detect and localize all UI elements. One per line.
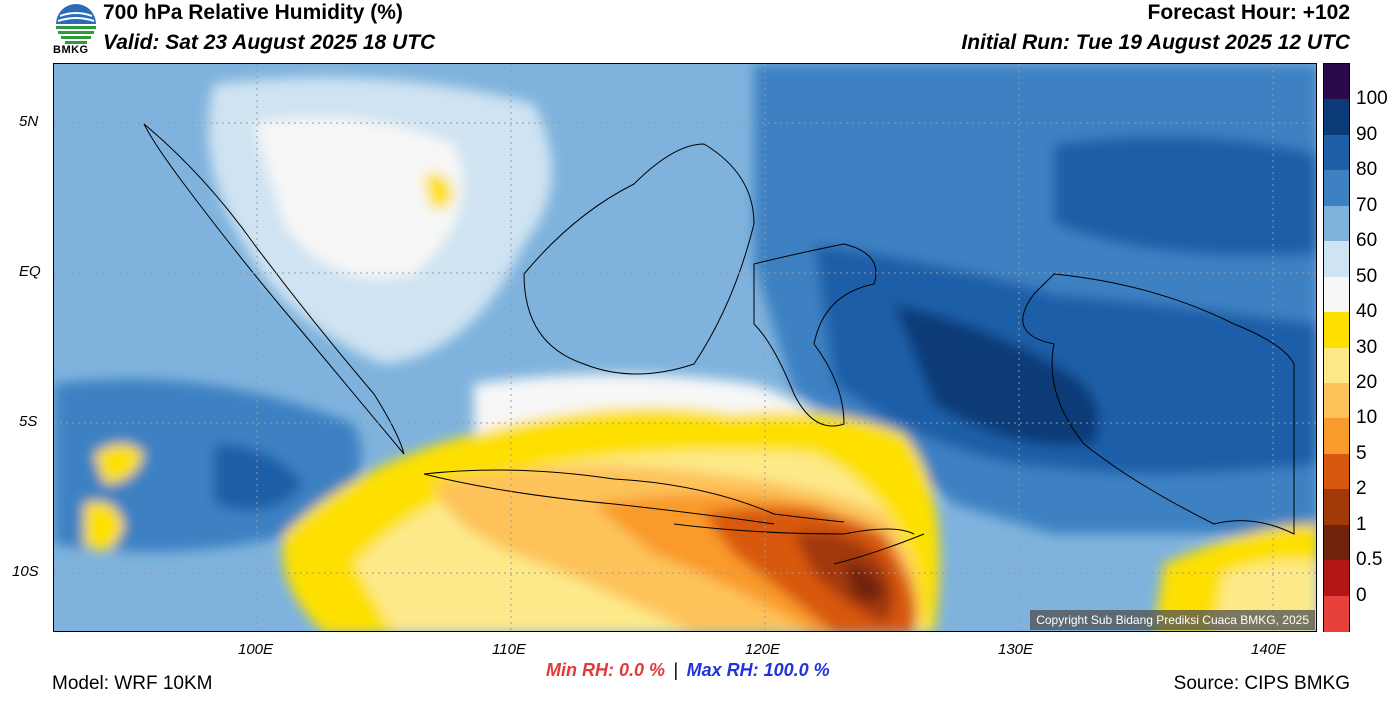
colorbar-segment [1324, 64, 1349, 100]
colorbar-label: 10 [1356, 407, 1378, 429]
humidity-map: Copyright Sub Bidang Prediksi Cuaca BMKG… [53, 63, 1317, 632]
lon-label-110e: 110E [492, 641, 526, 658]
colorbar-label: 2 [1356, 478, 1367, 500]
stats-separator: | [673, 660, 679, 680]
colorbar-segment [1324, 418, 1349, 455]
humidity-field [54, 64, 1316, 631]
min-rh: Min RH: 0.0 % [546, 660, 666, 680]
colorbar-segment [1324, 560, 1349, 597]
colorbar-label: 80 [1356, 159, 1378, 181]
colorbar-segment [1324, 382, 1349, 419]
initial-run: Initial Run: Tue 19 August 2025 12 UTC [961, 31, 1350, 54]
lon-label-100e: 100E [238, 641, 274, 658]
colorbar-label: 1 [1356, 513, 1367, 535]
lat-label-eq: EQ [19, 263, 41, 280]
valid-time: Valid: Sat 23 August 2025 18 UTC [103, 31, 436, 54]
colorbar-label: 30 [1356, 336, 1378, 358]
logo-text: BMKG [53, 44, 89, 56]
model-label: Model: WRF 10KM [52, 673, 213, 694]
colorbar-segment [1324, 241, 1349, 278]
colorbar-segment [1324, 312, 1349, 348]
colorbar-segment [1324, 524, 1349, 561]
map-title: 700 hPa Relative Humidity (%) [103, 1, 403, 24]
colorbar-label: 20 [1356, 371, 1378, 393]
colorbar-segment [1324, 595, 1349, 632]
colorbar-segment [1324, 453, 1349, 490]
max-rh: Max RH: 100.0 % [686, 660, 830, 680]
forecast-hour: Forecast Hour: +102 [1147, 1, 1351, 24]
rh-stats: Min RH: 0.0 % | Max RH: 100.0 % [546, 660, 830, 681]
colorbar-segment [1324, 99, 1349, 136]
colorbar-label: 40 [1356, 301, 1378, 323]
colorbar-label: 0 [1356, 584, 1367, 606]
colorbar [1323, 63, 1350, 632]
colorbar-segment [1324, 170, 1349, 207]
colorbar-label: 90 [1356, 123, 1378, 145]
bmkg-logo-icon [56, 4, 96, 44]
colorbar-segment [1324, 276, 1349, 313]
copyright-note: Copyright Sub Bidang Prediksi Cuaca BMKG… [1030, 610, 1315, 630]
colorbar-segment [1324, 347, 1349, 384]
colorbar-label: 60 [1356, 230, 1378, 252]
bmkg-logo: BMKG [52, 2, 100, 58]
source-label: Source: CIPS BMKG [1173, 673, 1350, 694]
colorbar-label: 100 [1356, 88, 1388, 110]
colorbar-segment [1324, 205, 1349, 242]
lat-label-5n: 5N [19, 113, 39, 130]
colorbar-label: 70 [1356, 194, 1378, 216]
colorbar-label: 5 [1356, 442, 1367, 464]
colorbar-label: 0.5 [1356, 549, 1383, 571]
lat-label-10s: 10S [12, 563, 39, 580]
lat-label-5s: 5S [19, 413, 38, 430]
colorbar-label: 50 [1356, 265, 1378, 287]
colorbar-segment [1324, 489, 1349, 526]
lon-label-140e: 140E [1251, 641, 1287, 658]
lon-label-120e: 120E [745, 641, 781, 658]
lon-label-130e: 130E [998, 641, 1034, 658]
colorbar-segment [1324, 134, 1349, 171]
